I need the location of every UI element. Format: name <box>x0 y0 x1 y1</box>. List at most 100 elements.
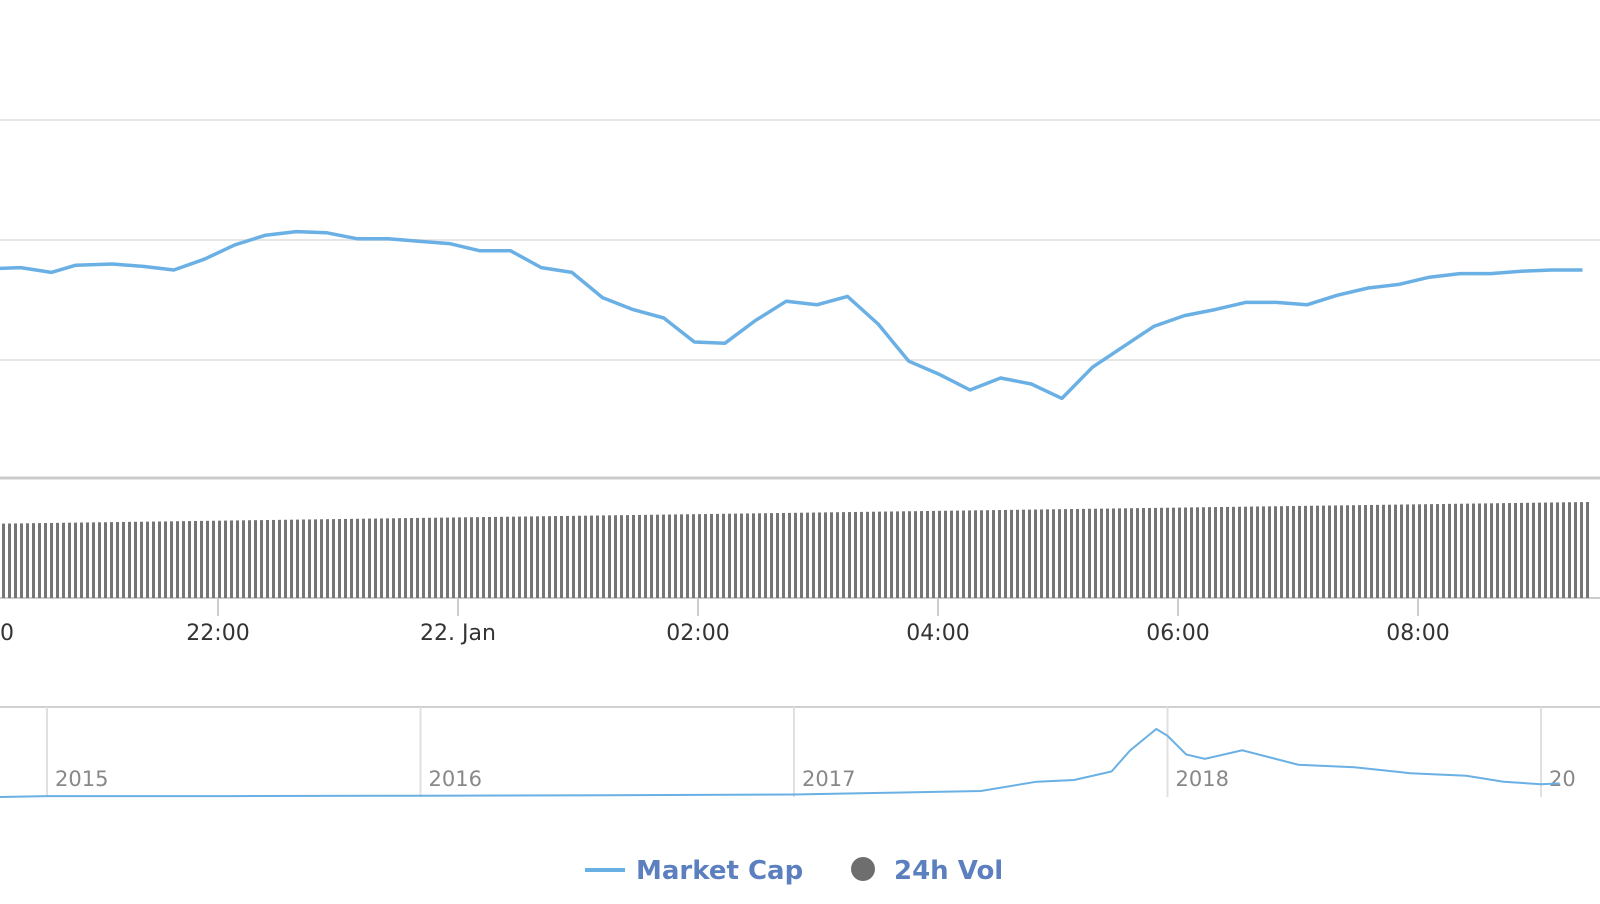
legend-market-cap-label: Market Cap <box>636 856 803 886</box>
volume-bar <box>968 510 971 598</box>
volume-bar <box>1190 507 1193 598</box>
volume-bar <box>656 514 659 598</box>
volume-bar <box>374 518 377 598</box>
volume-bar <box>1094 508 1097 598</box>
volume-bar <box>326 519 329 598</box>
volume-bar <box>518 516 521 598</box>
volume-bar <box>488 516 491 598</box>
volume-bar <box>80 522 83 598</box>
legend-24h-vol-dot-icon <box>851 857 875 881</box>
volume-bar <box>290 519 293 598</box>
volume-bar <box>128 521 131 598</box>
volume-bar <box>782 512 785 598</box>
volume-bar <box>1364 505 1367 598</box>
volume-bar <box>464 517 467 598</box>
volume-bar <box>530 516 533 598</box>
volume-bar <box>710 513 713 598</box>
volume-bar <box>788 512 791 598</box>
volume-bar <box>1058 509 1061 598</box>
volume-bar <box>1520 502 1523 598</box>
volume-bar <box>26 523 29 598</box>
volume-bar <box>1178 507 1181 598</box>
volume-bar <box>1322 505 1325 598</box>
volume-bar <box>1214 507 1217 598</box>
legend-24h-vol-label: 24h Vol <box>894 856 1003 886</box>
volume-bar <box>524 516 527 598</box>
volume-bar <box>956 510 959 598</box>
volume-bar <box>1346 505 1349 598</box>
volume-bar <box>1208 507 1211 598</box>
volume-bar <box>1052 509 1055 598</box>
volume-bar <box>1160 507 1163 598</box>
volume-bar <box>1250 506 1253 598</box>
volume-bar <box>140 521 143 598</box>
volume-bar <box>1358 505 1361 598</box>
volume-bar <box>680 514 683 598</box>
volume-bar <box>554 516 557 598</box>
volume-bar <box>1430 504 1433 598</box>
volume-bar <box>866 511 869 598</box>
x-tick-label: 22. Jan <box>420 621 496 646</box>
volume-bar <box>1118 508 1121 598</box>
volume-bar <box>1514 502 1517 598</box>
volume-bar <box>1484 503 1487 598</box>
volume-bar <box>590 515 593 598</box>
volume-bar <box>1460 503 1463 598</box>
volume-bar <box>1580 502 1583 598</box>
volume-bar <box>1568 502 1571 598</box>
volume-bar <box>1256 506 1259 598</box>
x-tick-label: 04:00 <box>906 621 969 646</box>
volume-bar <box>110 522 113 598</box>
volume-bar <box>608 515 611 598</box>
volume-bar <box>86 522 89 598</box>
market-cap-line <box>0 229 1583 401</box>
volume-bar <box>1490 503 1493 598</box>
volume-bar <box>56 522 59 598</box>
volume-bar <box>1532 502 1535 598</box>
volume-bar <box>266 520 269 598</box>
volume-bar <box>1394 504 1397 598</box>
volume-bar <box>344 518 347 598</box>
volume-bar <box>698 514 701 598</box>
volume-bar <box>188 521 191 598</box>
volume-bar <box>1538 502 1541 598</box>
volume-bar <box>1400 504 1403 598</box>
legend-item-market-cap[interactable]: Market Cap <box>585 856 803 886</box>
volume-bar <box>992 510 995 598</box>
volume-bar <box>218 520 221 598</box>
volume-bar <box>98 522 101 598</box>
volume-bar <box>1412 504 1415 598</box>
volume-bar <box>1352 505 1355 598</box>
volume-bar <box>62 522 65 598</box>
legend-item-24h-vol[interactable]: 24h Vol <box>851 856 1003 886</box>
volume-bar <box>848 512 851 598</box>
volume-bar <box>800 512 803 598</box>
volume-bar <box>242 520 245 598</box>
volume-bar <box>458 517 461 598</box>
volume-bar <box>578 515 581 598</box>
volume-bar <box>512 516 515 598</box>
volume-bar <box>620 515 623 598</box>
volume-bar <box>998 510 1001 598</box>
navigator[interactable]: 2015 2016 2017 2018 20 <box>0 706 1600 798</box>
x-tick-label: 02:00 <box>666 621 729 646</box>
volume-bar <box>1232 506 1235 598</box>
volume-bar <box>1496 503 1499 598</box>
volume-bar <box>1448 503 1451 598</box>
volume-bar <box>644 514 647 598</box>
volume-bar <box>1556 502 1559 598</box>
volume-bar <box>632 515 635 598</box>
navigator-tick-label: 2018 <box>1176 767 1229 791</box>
volume-bar <box>362 518 365 598</box>
volume-bar <box>1340 505 1343 598</box>
volume-bar <box>626 515 629 598</box>
volume-bar <box>392 518 395 598</box>
volume-bar <box>1166 507 1169 598</box>
volume-bar <box>1304 505 1307 598</box>
volume-bar <box>338 519 341 598</box>
volume-bar <box>878 511 881 598</box>
volume-bar <box>1010 509 1013 598</box>
volume-bar <box>8 523 11 598</box>
volume-bar <box>1196 507 1199 598</box>
volume-bar <box>1274 506 1277 598</box>
